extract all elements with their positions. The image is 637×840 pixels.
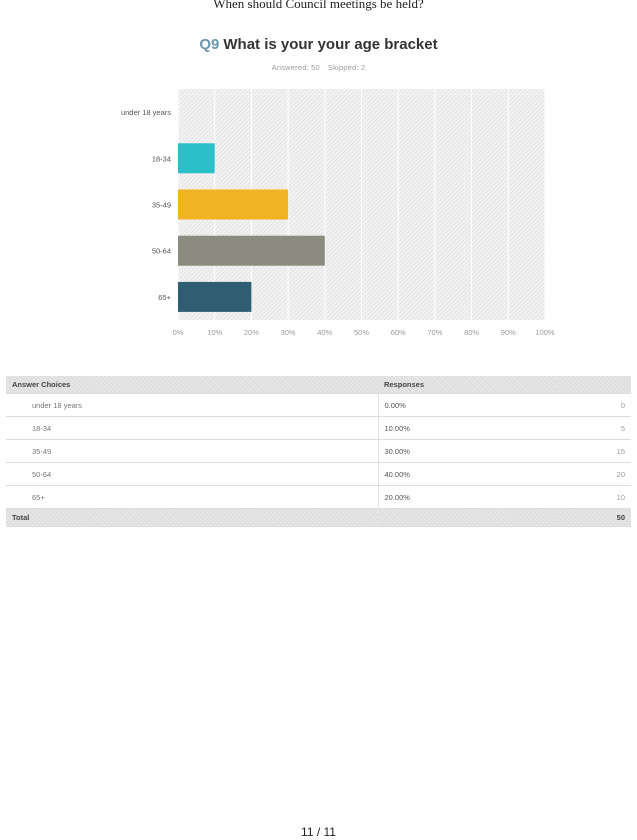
x-tick-label: 30% (281, 328, 296, 337)
question-text: What is your your age bracket (223, 36, 438, 53)
total-empty-cell (377, 508, 559, 527)
column-header-responses: Responses (378, 376, 559, 394)
skipped-count: Skipped: 2 (327, 63, 366, 72)
column-header-answer-choices: Answer Choices (6, 376, 378, 394)
x-tick-label: 10% (207, 328, 222, 337)
question-title: Q9 What is your your age bracket (0, 36, 637, 53)
category-label: 50-64 (152, 247, 171, 256)
x-tick-label: 20% (244, 328, 259, 337)
x-tick-label: 70% (427, 328, 442, 337)
category-label: 35-49 (152, 201, 171, 210)
bar (178, 143, 215, 174)
x-tick-label: 60% (391, 328, 406, 337)
answer-choice-cell: 35-49 (6, 439, 378, 463)
response-percent-cell: 20.00% (377, 485, 559, 509)
category-label: under 18 years (121, 108, 171, 117)
response-percent-cell: 10.00% (377, 416, 559, 440)
x-tick-label: 80% (464, 328, 479, 337)
total-label-cell: Total (6, 508, 378, 527)
table-row: under 18 years 0.00% 0 (6, 393, 631, 417)
response-percent-cell: 30.00% (377, 439, 559, 463)
x-tick-label: 40% (317, 328, 332, 337)
question-number: Q9 (199, 36, 220, 53)
total-count-cell: 50 (559, 508, 631, 527)
answer-choice-cell: 50-64 (6, 462, 378, 486)
answered-count: Answered: 50 (271, 63, 320, 72)
response-percent-cell: 0.00% (377, 393, 559, 417)
x-tick-label: 0% (173, 328, 184, 337)
category-label: 65+ (158, 293, 171, 302)
table-row: 50-64 40.00% 20 (6, 462, 631, 486)
x-tick-label: 100% (535, 328, 555, 337)
category-label: 18-34 (152, 154, 171, 163)
answer-choice-cell: 65+ (6, 485, 378, 509)
answer-choice-cell: 18-34 (6, 416, 378, 440)
table-row: 35-49 30.00% 15 (6, 439, 631, 463)
response-count-cell: 15 (559, 439, 631, 463)
answers-table: Answer Choices Responses under 18 years … (6, 376, 631, 527)
response-count-cell: 20 (559, 462, 631, 486)
column-header-count (559, 376, 631, 394)
table-header-row: Answer Choices Responses (6, 376, 631, 394)
table-total-row: Total 50 (6, 508, 631, 527)
x-tick-label: 90% (501, 328, 516, 337)
response-count-cell: 5 (559, 416, 631, 440)
bar (178, 189, 289, 220)
table-row: 18-34 10.00% 5 (6, 416, 631, 440)
table-row: 65+ 20.00% 10 (6, 485, 631, 509)
response-count-cell: 0 (559, 393, 631, 417)
bar (178, 235, 325, 266)
bar (178, 281, 252, 312)
page-header: When should Council meetings be held? (213, 0, 424, 11)
response-percent-cell: 40.00% (377, 462, 559, 486)
x-tick-label: 50% (354, 328, 369, 337)
answer-choice-cell: under 18 years (6, 393, 378, 417)
bar-chart: under 18 years 18-34 35-49 50-64 65+ 0% 10% 20%… (121, 89, 555, 337)
question-stats: Answered: 50 Skipped: 2 (0, 63, 637, 72)
response-count-cell: 10 (559, 485, 631, 509)
page-number: 11 / 11 (301, 825, 336, 839)
